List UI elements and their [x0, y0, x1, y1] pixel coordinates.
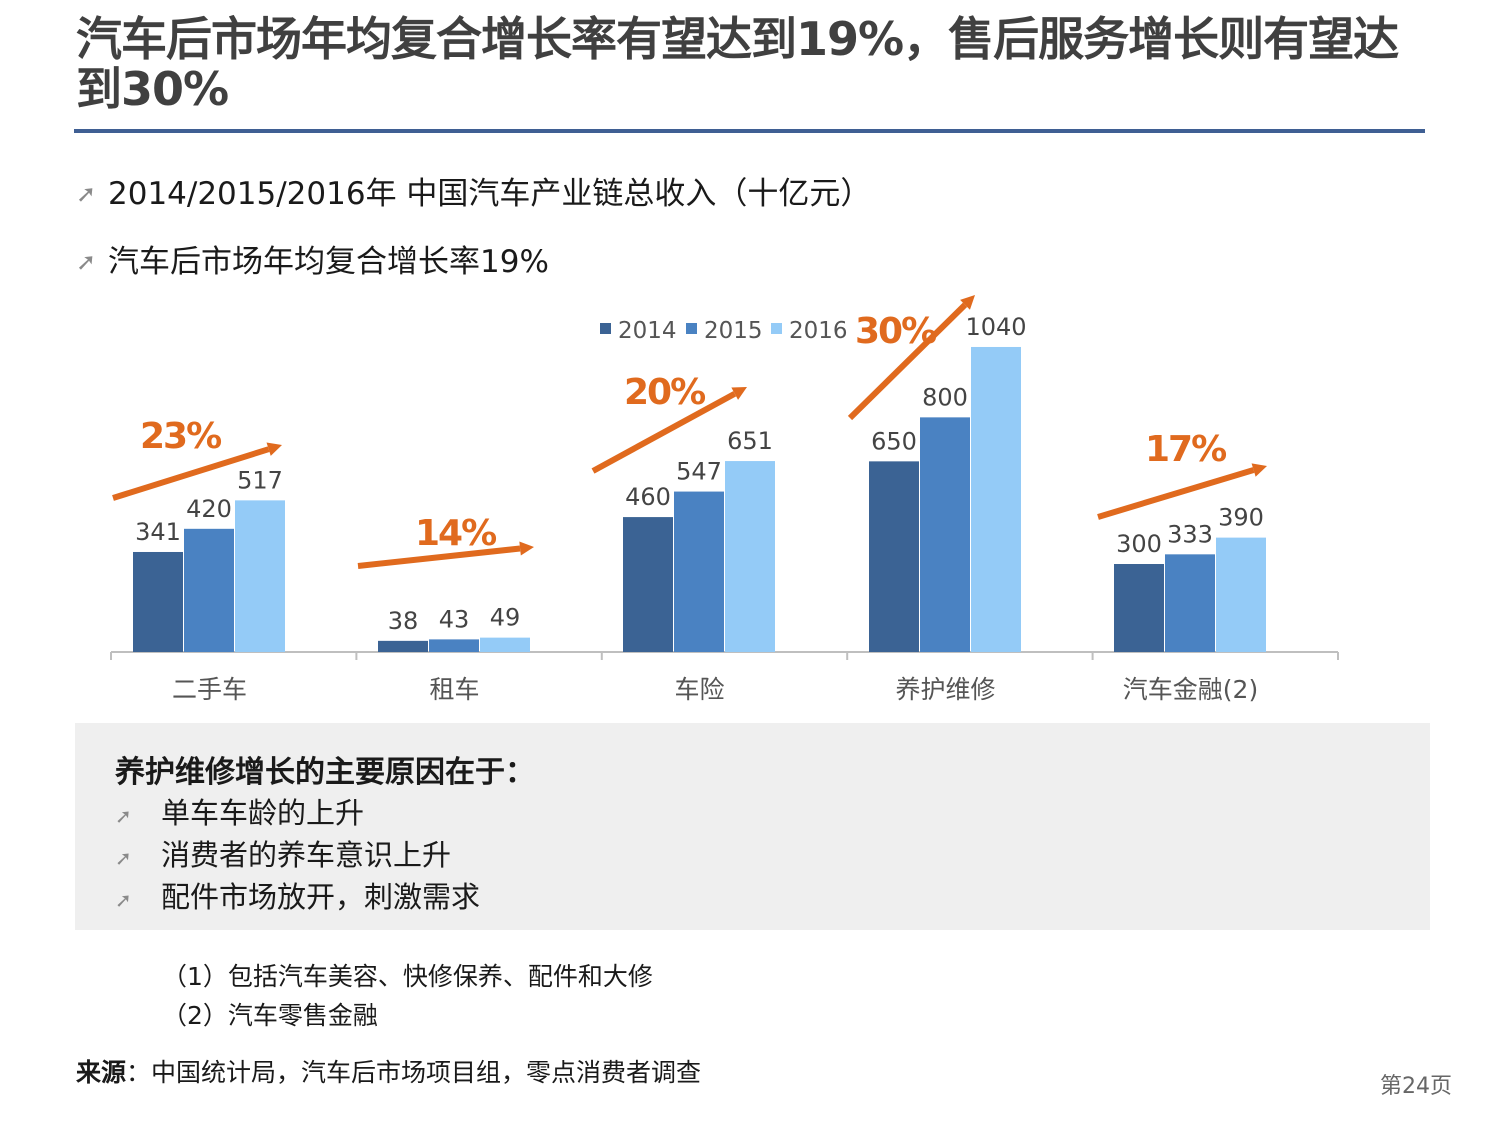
category-label: 租车	[429, 675, 479, 704]
legend-swatch	[600, 323, 611, 334]
reason-item: ➚ 单车车龄的上升	[115, 795, 364, 834]
bar-value-label: 1040	[965, 313, 1026, 341]
bar	[1216, 537, 1266, 652]
bar	[184, 528, 234, 652]
legend-swatch	[686, 323, 697, 334]
legend-label: 2015	[704, 318, 763, 344]
growth-rate-label: 14%	[415, 513, 496, 554]
bar-value-label: 800	[922, 383, 968, 411]
up-right-arrow-icon: ➚	[76, 248, 97, 276]
bar-value-label: 460	[625, 483, 671, 511]
growth-arrow-line	[591, 391, 737, 474]
bar-value-label: 300	[1116, 530, 1162, 558]
growth-arrow-head	[731, 387, 747, 400]
category-label: 汽车金融(2)	[1123, 675, 1258, 704]
reason-item: ➚ 消费者的养车意识上升	[115, 837, 451, 876]
growth-arrow-line	[1097, 467, 1255, 520]
bar	[378, 640, 428, 652]
reasons-title: 养护维修增长的主要原因在于：	[115, 755, 535, 790]
bar	[429, 639, 479, 652]
source-text: ：中国统计局，汽车后市场项目组，零点消费者调查	[126, 1058, 702, 1087]
title-divider	[74, 129, 1425, 133]
bar	[971, 346, 1021, 652]
bar-value-label: 38	[388, 607, 419, 635]
legend-label: 2014	[618, 318, 677, 344]
growth-arrow-head	[960, 295, 975, 310]
up-right-arrow-icon: ➚	[115, 888, 132, 912]
bar-value-label: 43	[439, 605, 470, 633]
growth-arrow-head	[266, 442, 282, 456]
bullet-text: 汽车后市场年均复合增长率19%	[108, 244, 549, 280]
legend-label: 2016	[789, 318, 848, 344]
growth-rate-label: 20%	[624, 372, 705, 413]
up-right-arrow-icon: ➚	[115, 804, 132, 828]
category-label: 二手车	[172, 675, 247, 704]
bar	[235, 500, 285, 652]
bar-value-label: 333	[1167, 520, 1213, 548]
bar-value-label: 49	[490, 604, 521, 632]
bar	[1165, 554, 1215, 652]
bar	[869, 461, 919, 652]
reason-text: 单车车龄的上升	[161, 796, 365, 830]
source-label: 来源	[76, 1058, 127, 1087]
bar-value-label: 390	[1218, 504, 1264, 532]
growth-arrow-line	[847, 302, 968, 421]
bar	[725, 461, 775, 652]
growth-rate-label: 23%	[140, 416, 221, 457]
bar	[623, 517, 673, 652]
reason-text: 消费者的养车意识上升	[161, 838, 452, 872]
up-right-arrow-icon: ➚	[115, 846, 132, 870]
category-label: 养护维修	[895, 675, 995, 704]
growth-rate-label: 30%	[855, 311, 936, 352]
bar	[1114, 564, 1164, 652]
growth-arrow-head	[1251, 463, 1267, 477]
page-number: 第24页	[1380, 1074, 1452, 1099]
growth-arrow-line	[357, 545, 521, 569]
reason-text: 配件市场放开，刺激需求	[161, 880, 481, 914]
up-right-arrow-icon: ➚	[76, 180, 97, 208]
category-label: 车险	[674, 675, 724, 704]
reasons-panel: 养护维修增长的主要原因在于： ➚ 单车车龄的上升 ➚ 消费者的养车意识上升 ➚ 配件市…	[75, 723, 1430, 930]
bar	[920, 417, 970, 652]
bullet-text: 2014/2015/2016年 中国汽车产业链总收入（十亿元）	[108, 176, 872, 212]
bar-value-label: 651	[727, 427, 773, 455]
reason-item: ➚ 配件市场放开，刺激需求	[115, 879, 480, 918]
growth-arrow-line	[112, 446, 270, 501]
bar-value-label: 517	[237, 466, 283, 494]
growth-arrow-head	[519, 541, 534, 556]
source-note: 来源：中国统计局，汽车后市场项目组，零点消费者调查	[76, 1053, 701, 1089]
bar-value-label: 650	[871, 427, 917, 455]
bar-value-label: 341	[135, 518, 181, 546]
legend-swatch	[771, 323, 782, 334]
growth-rate-label: 17%	[1145, 429, 1226, 470]
page-title: 汽车后市场年均复合增长率有望达到19%，售后服务增长则有望达到30%	[76, 12, 1399, 116]
footnote-1: （1）包括汽车美容、快修保养、配件和大修	[162, 962, 653, 991]
bar	[133, 551, 183, 652]
bullet-chart-caption: ➚ 2014/2015/2016年 中国汽车产业链总收入（十亿元）	[76, 174, 871, 214]
footnote-2: （2）汽车零售金融	[162, 1001, 378, 1030]
bar-value-label: 547	[676, 458, 722, 486]
bar-value-label: 420	[186, 495, 232, 523]
bar	[480, 637, 530, 652]
bullet-cagr: ➚ 汽车后市场年均复合增长率19%	[76, 242, 549, 282]
bar	[674, 491, 724, 652]
